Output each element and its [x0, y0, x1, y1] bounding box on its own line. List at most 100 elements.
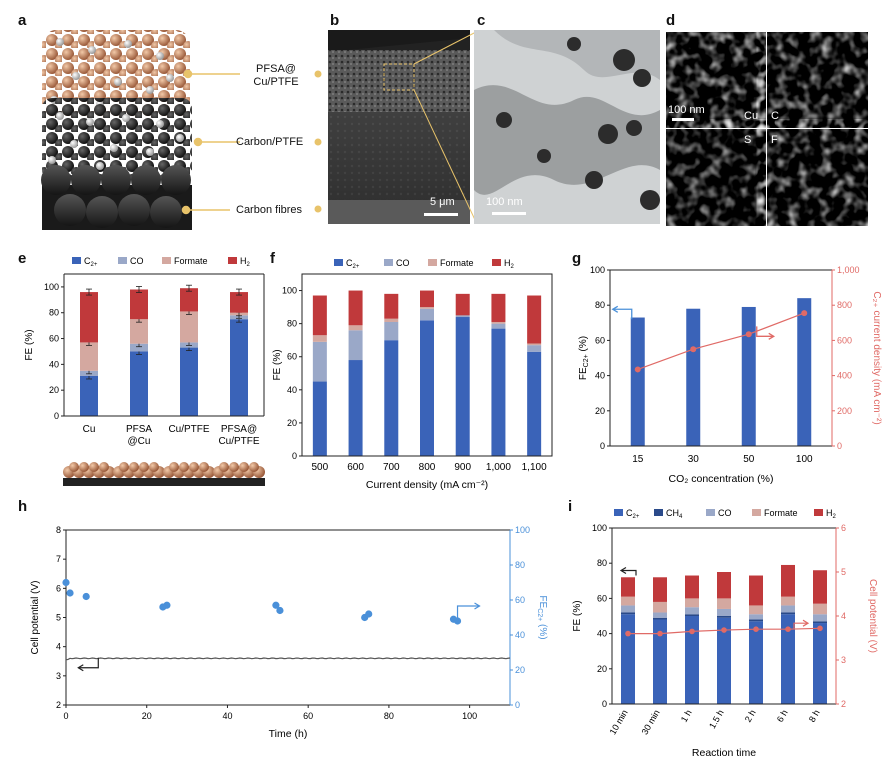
- cell-potential-point: [753, 626, 759, 632]
- bar-segment: [813, 570, 827, 604]
- legend-ch4-swatch: [654, 509, 663, 516]
- x-tick-label: Cu/PTFE: [168, 424, 209, 435]
- y-axis-label: Cell potential (V): [30, 581, 41, 655]
- legend-co-swatch: [384, 259, 393, 266]
- y-axis-label: FE (%): [24, 329, 35, 360]
- panel-letter-h: h: [18, 498, 28, 515]
- f-map: [767, 129, 868, 226]
- bar-segment: [527, 343, 542, 346]
- electrode-thumbnail-base: [163, 478, 215, 486]
- x-tick-label: 1.5 h: [707, 708, 726, 730]
- fe-point: [82, 592, 90, 601]
- bar-segment: [527, 351, 542, 456]
- zoom-connector-lines: [414, 31, 477, 223]
- legend-c2-label: C2+: [346, 258, 360, 270]
- bar-segment: [749, 575, 763, 606]
- sem-scale-label: 5 μm: [430, 196, 455, 208]
- fe-point: [66, 589, 74, 597]
- y-tick-label: 2: [56, 700, 61, 710]
- bar-segment: [384, 293, 399, 319]
- legend-formate-swatch: [752, 509, 761, 516]
- y-tick-label: 0: [600, 441, 605, 451]
- y-tick-label: 20: [287, 418, 297, 428]
- panel-b-leader-dots: [314, 70, 322, 213]
- bar-segment: [527, 345, 542, 352]
- bar-segment: [749, 621, 763, 704]
- x-tick-label: 500: [312, 462, 329, 473]
- bar-segment: [813, 603, 827, 615]
- legend-formate-swatch: [162, 257, 171, 264]
- right-axis-label: FEC2+ (%): [536, 595, 548, 639]
- electrode-thumbnail-particle: [179, 462, 189, 472]
- electrode-thumbnail-particle: [219, 462, 229, 472]
- chart-i-fe-vs-reaction-time: C2+ CH4 CO Formate H2 0 20 40 60 80 100 2 3 4 5 6 10 min…: [572, 508, 878, 759]
- pfsa-particle: [146, 148, 154, 156]
- pfsa-particle: [96, 162, 104, 170]
- x-tick-label: 40: [222, 711, 232, 721]
- bar-segment: [653, 601, 667, 613]
- legend-formate-label: Formate: [174, 256, 208, 266]
- x-tick-label: 1,000: [486, 462, 511, 473]
- potential-axis-arrow: [793, 622, 808, 630]
- bar-segment: [781, 612, 795, 615]
- sem-cross-section-image: [328, 30, 470, 224]
- fe-point: [163, 601, 171, 609]
- legend-h2-label: H2: [826, 508, 837, 520]
- eds-label-cu: Cu: [744, 110, 759, 122]
- current-axis-arrowhead: [768, 332, 776, 340]
- eds-label-f: F: [771, 134, 778, 146]
- x-tick-label: 60: [303, 711, 313, 721]
- current-density-line: [637, 312, 805, 371]
- right-tick-label: 200: [837, 406, 852, 416]
- bar-segment: [420, 307, 434, 309]
- electrode-thumbnail-particle: [69, 462, 79, 472]
- right-tick-label: 800: [837, 300, 852, 310]
- y-tick-label: 100: [282, 286, 297, 296]
- right-tick-label: 0: [515, 700, 520, 710]
- x-tick-label: 6 h: [775, 708, 790, 724]
- x-axis-label: Time (h): [269, 728, 308, 740]
- bar-segment: [717, 598, 731, 609]
- bar-segment: [130, 319, 148, 344]
- cell-potential-point: [689, 628, 695, 635]
- pfsa-particle: [48, 156, 56, 164]
- fe-axis-arrowhead: [611, 305, 619, 313]
- bar-segment: [420, 308, 434, 321]
- bar-segment: [80, 292, 98, 343]
- chart-g-fe-vs-co2-concentration: 0 20 40 60 80 100 0 200 400 600 800 1,000 15 30 50 100 C…: [578, 265, 882, 485]
- electrode-thumbnail-particle: [249, 462, 259, 472]
- x-axis-label: CO₂ concentration (%): [668, 473, 773, 485]
- y-axis-label: FEC2+ (%): [578, 336, 590, 380]
- x-tick-label: 8 h: [807, 708, 822, 724]
- bar-segment: [717, 608, 731, 616]
- bar-segment: [621, 612, 635, 615]
- x-tick-label: 0: [63, 711, 68, 721]
- tem-scale-label: 100 nm: [486, 196, 523, 208]
- bar-segment: [621, 596, 635, 606]
- cell-potential-point: [721, 627, 727, 633]
- bar-segment: [781, 605, 795, 613]
- bar-segment: [384, 321, 399, 341]
- y-tick-label: 20: [49, 385, 59, 395]
- bar: [686, 308, 701, 446]
- right-tick-label: 20: [515, 665, 525, 675]
- legend-ch4-label: CH4: [666, 508, 683, 520]
- y-tick-label: 80: [49, 308, 59, 318]
- bar-segment: [130, 351, 148, 416]
- right-axis-label: Cell potential (V): [867, 579, 878, 653]
- bar-segment: [80, 375, 98, 416]
- bar-segment: [312, 381, 327, 456]
- electrode-thumbnail-particle: [139, 462, 149, 472]
- bar-segment: [312, 335, 327, 342]
- x-tick-label: @Cu: [128, 436, 151, 447]
- pfsa-particle: [56, 38, 64, 46]
- label-pfsa-line2: Cu/PTFE: [253, 76, 299, 88]
- pfsa-particle: [70, 140, 78, 148]
- right-tick-label: 40: [515, 630, 525, 640]
- y-tick-label: 40: [595, 371, 605, 381]
- y-tick-label: 80: [597, 558, 607, 568]
- pfsa-particle: [176, 134, 184, 142]
- right-tick-label: 400: [837, 371, 852, 381]
- y-tick-label: 80: [595, 300, 605, 310]
- bar-segment: [180, 347, 198, 416]
